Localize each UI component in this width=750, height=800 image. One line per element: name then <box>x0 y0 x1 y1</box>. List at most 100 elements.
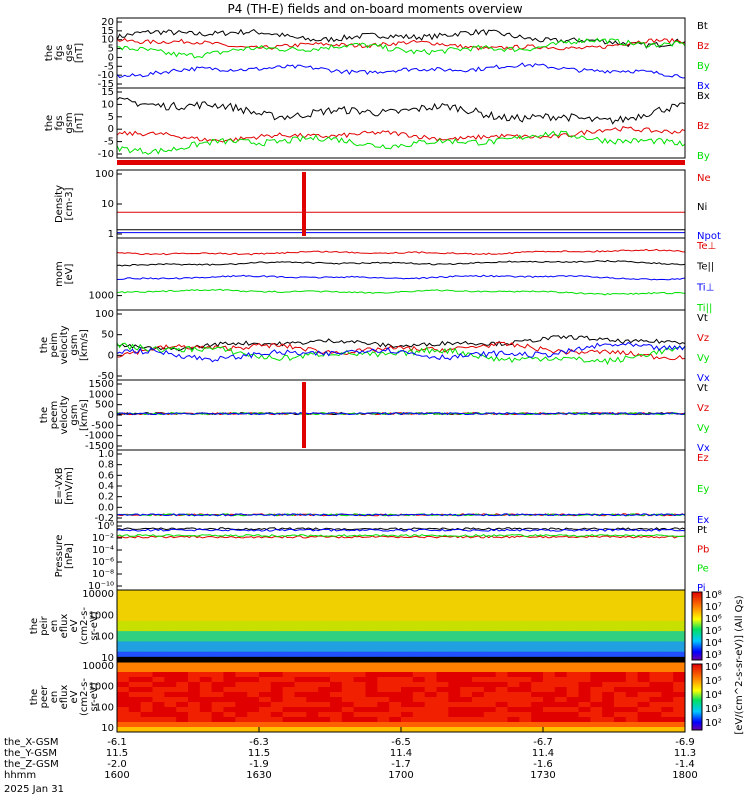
spectrogram-cell <box>590 727 603 733</box>
spectrogram-cell <box>341 610 355 617</box>
legend-Vz: Vz <box>697 403 709 414</box>
spectrogram-cell <box>625 620 639 627</box>
spectrogram-cell <box>637 590 650 596</box>
spectrogram-cell <box>247 636 260 642</box>
spectrogram-cell <box>199 646 213 653</box>
spectrogram-cell <box>341 656 355 663</box>
spectrogram-cell <box>176 641 189 648</box>
spectrogram-cell <box>554 667 568 673</box>
ytick-label: 1.0 <box>98 449 114 460</box>
spectrogram-cell <box>637 641 650 648</box>
spectrogram-cell <box>578 605 591 612</box>
spectrogram-cell <box>188 692 201 698</box>
spectrogram-cell <box>164 610 177 617</box>
legend-Ez: Ez <box>697 453 709 464</box>
legend-Vx: Vx <box>697 373 710 384</box>
spectrogram-cell <box>365 667 378 673</box>
spectrogram-cell <box>424 590 437 596</box>
spectrogram-cell <box>128 656 142 663</box>
spectrogram-cell <box>472 702 485 708</box>
spectrogram-cell <box>235 646 248 653</box>
spectrogram-cell <box>637 636 650 642</box>
spectrogram-cell <box>519 646 532 653</box>
spectrogram-cell <box>412 615 426 622</box>
spectrogram-cell <box>389 600 402 606</box>
spectrogram-cell <box>188 595 201 601</box>
spectrogram-cell <box>448 595 461 601</box>
spectrogram-cell <box>259 707 272 713</box>
spectrogram-cell <box>614 727 627 733</box>
spectrogram-cell <box>259 712 272 718</box>
spectrogram-cell <box>649 692 662 698</box>
spectrogram-cell <box>306 615 319 622</box>
spectrogram-cell <box>614 677 627 683</box>
spectrogram-cell <box>341 672 355 678</box>
time-axis-label-the_X-GSM: the_X-GSM <box>4 737 58 748</box>
spectrogram-cell <box>448 651 461 658</box>
spectrogram-cell <box>436 610 449 617</box>
spectrogram-cell <box>519 687 532 693</box>
spectrogram-cell <box>306 656 319 663</box>
spectrogram-cell <box>188 687 201 693</box>
spectrogram-cell <box>637 605 650 612</box>
spectrogram-cell <box>259 641 272 648</box>
spectrogram-cell <box>625 662 639 668</box>
spectrogram-cell <box>661 620 674 627</box>
spectrogram-cell <box>507 707 520 713</box>
spectrogram-cell <box>270 641 284 648</box>
spectrogram-cell <box>176 605 189 612</box>
spectrogram-cell <box>543 667 556 673</box>
spectrogram-cell <box>519 620 532 627</box>
spectrogram-cell <box>424 712 437 718</box>
spectrogram-cell <box>330 631 343 637</box>
spectrogram-cell <box>128 697 142 703</box>
spectrogram-cell <box>389 722 402 728</box>
spectrogram-cell <box>341 722 355 728</box>
spectrogram-cell <box>412 697 426 703</box>
spectrogram-cell <box>543 687 556 693</box>
spectrogram-cell <box>353 717 366 723</box>
series-Bz <box>116 37 686 51</box>
spectrogram-cell <box>554 631 568 637</box>
spectrogram-cell <box>483 620 497 627</box>
series-Te⊥ <box>116 248 685 256</box>
colorbar-tick: 10⁶ <box>705 614 722 625</box>
spectrogram-cell <box>128 600 142 606</box>
spectrogram-cell <box>223 672 236 678</box>
spectrogram-cell <box>117 682 130 688</box>
spectrogram-cell <box>282 727 295 733</box>
spectrogram-cell <box>389 662 402 668</box>
spectrogram-cell <box>140 707 153 713</box>
colorbar-tick: 10⁸ <box>705 590 722 601</box>
spectrogram-cell <box>318 682 331 688</box>
spectrogram-cell <box>483 662 497 668</box>
spectrogram-cell <box>341 662 355 668</box>
spectrogram-cell <box>270 727 284 733</box>
spectrogram-cell <box>389 656 402 663</box>
spectrogram-cell <box>412 702 426 708</box>
legend-By: By <box>697 61 710 72</box>
spectrogram-cell <box>412 667 426 673</box>
time-axis-value: -1.6 <box>533 759 553 770</box>
spectrogram-cell <box>330 636 343 642</box>
spectrogram-cell <box>531 605 544 612</box>
spectrogram-cell <box>673 615 686 622</box>
spectrogram-cell <box>495 677 508 683</box>
spectrogram-cell <box>436 677 449 683</box>
spectrogram-cell <box>330 610 343 617</box>
spectrogram-cell <box>578 590 591 596</box>
spectrogram-cell <box>341 651 355 658</box>
spectrogram-cell <box>673 636 686 642</box>
legend-Bz: Bz <box>697 41 709 52</box>
spectrogram-cell <box>531 620 544 627</box>
spectrogram-cell <box>673 595 686 601</box>
spectrogram-cell <box>199 620 213 627</box>
spectrogram-cell <box>401 692 414 698</box>
spectrogram-cell <box>341 712 355 718</box>
spectrogram-cell <box>270 656 284 663</box>
ytick-label: -1000 <box>85 431 114 442</box>
spectrogram-cell <box>259 626 272 632</box>
ylabel-line: the <box>29 689 40 705</box>
spectrogram-cell <box>460 717 473 723</box>
spectrogram-cell <box>247 672 260 678</box>
